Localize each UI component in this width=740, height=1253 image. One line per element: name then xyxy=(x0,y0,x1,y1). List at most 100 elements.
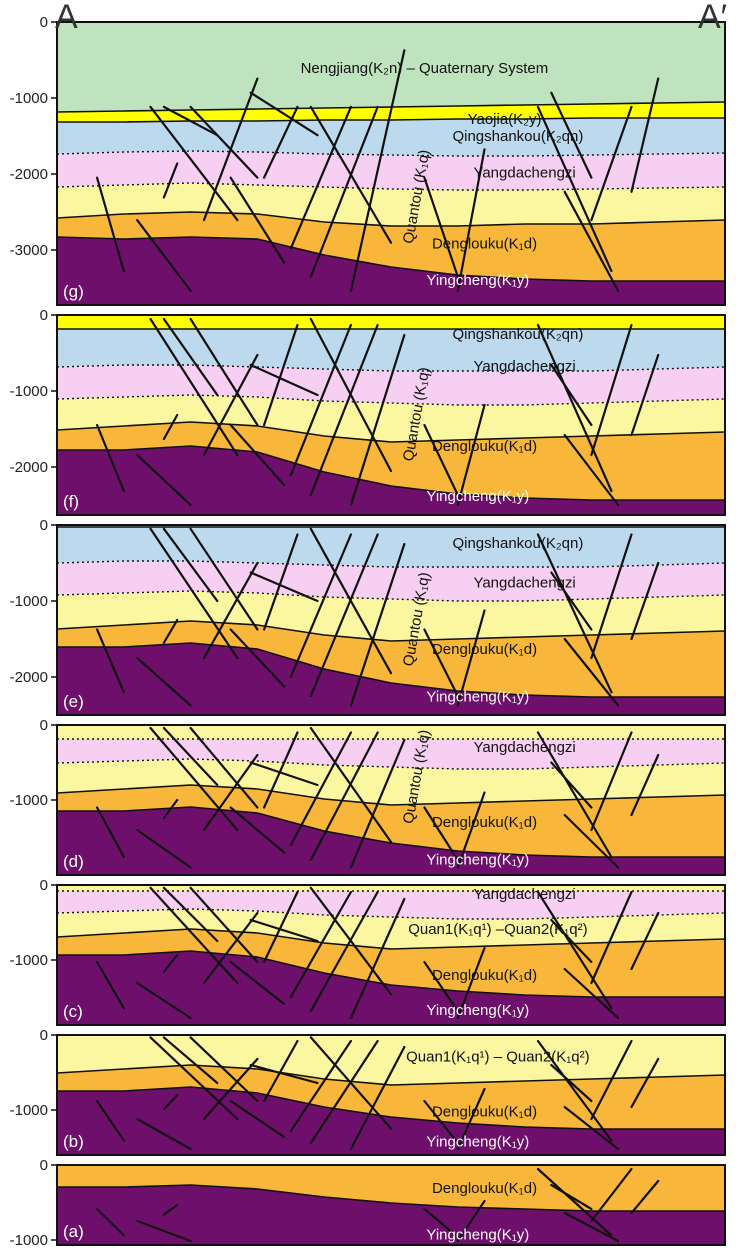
fault-line xyxy=(550,1063,593,1103)
fault-line xyxy=(563,433,620,507)
fault-line xyxy=(189,726,259,809)
fault-line xyxy=(309,1039,379,1145)
fault-line xyxy=(630,353,660,437)
fault-line xyxy=(536,323,613,493)
fault-line xyxy=(149,105,239,222)
layer-label-yangdachengzi: Yangdachengzi xyxy=(473,575,575,592)
layer-yangdachengzi xyxy=(57,151,725,190)
fault-line xyxy=(349,542,406,707)
fault-line xyxy=(289,890,353,999)
fault-line xyxy=(162,413,179,441)
layer-denglouku xyxy=(57,929,725,997)
fault-line xyxy=(249,1063,319,1085)
fault-line xyxy=(95,176,125,273)
fault-line xyxy=(590,731,633,832)
fault-line xyxy=(136,1219,192,1243)
panel-frame xyxy=(56,1164,726,1246)
fault-line xyxy=(95,1099,125,1142)
fault-line xyxy=(349,49,406,292)
denglouku-top-contact xyxy=(56,784,726,806)
fault-line xyxy=(136,453,192,507)
panel-frame xyxy=(56,21,726,306)
fault-line xyxy=(563,1211,620,1243)
fault-line xyxy=(630,753,660,817)
layer-yingcheng xyxy=(57,237,725,305)
fault-line xyxy=(563,637,620,707)
fault-line xyxy=(536,105,613,273)
fault-line xyxy=(262,533,299,631)
fault-line xyxy=(289,323,353,477)
layer-label-yangdachengzi: Yangdachengzi xyxy=(473,886,575,903)
depth-tick-label: -1000 xyxy=(10,593,48,610)
fault-line xyxy=(262,731,299,809)
yangdachengzi-base-contact xyxy=(56,758,726,770)
fault-line xyxy=(423,806,459,862)
fault-line xyxy=(162,726,219,787)
fault-line xyxy=(249,918,319,943)
fault-line xyxy=(202,1057,259,1121)
layer-label-denglouku: Denglouku(K₁d) xyxy=(432,814,537,831)
layer-quantou-upper xyxy=(57,885,725,891)
fault-line xyxy=(456,1087,486,1151)
fault-line xyxy=(423,960,459,1013)
layer-label-yangdachengzi: Yangdachengzi xyxy=(473,739,575,756)
fault-line xyxy=(630,911,660,971)
fault-line xyxy=(590,533,633,660)
layer-label-denglouku: Denglouku(K₁d) xyxy=(432,967,537,984)
fault-line xyxy=(162,618,179,644)
panel-label: (e) xyxy=(63,692,84,711)
fault-line xyxy=(309,731,379,862)
panel-g: 0 -1000 -2000 -3000 (g) Nengjiang(K₂n) – Quat… xyxy=(10,14,726,306)
fault-line xyxy=(456,946,486,1020)
layer-yingcheng xyxy=(57,807,725,875)
layer-label-yaojia: Yaojia(K₂y) xyxy=(468,111,542,128)
fault-line xyxy=(189,105,259,179)
denglouku-top-contact xyxy=(56,421,726,443)
fault-line xyxy=(536,533,613,694)
fault-line xyxy=(249,363,319,397)
fault-line xyxy=(229,176,286,264)
fault-line xyxy=(262,890,299,964)
yangdachengzi-top-contact xyxy=(56,560,726,568)
depth-tick-label: -2000 xyxy=(10,459,48,476)
fault-line xyxy=(249,91,319,137)
denglouku-top-contact xyxy=(56,928,726,950)
fault-line xyxy=(229,1099,286,1139)
fault-line xyxy=(349,897,406,1020)
layer-qingshankou xyxy=(57,118,725,156)
fault-line xyxy=(456,1199,486,1243)
fault-line xyxy=(536,731,613,859)
panel-frame xyxy=(56,1034,726,1156)
fault-line xyxy=(162,105,219,137)
fault-line xyxy=(136,828,192,869)
panel-label: (a) xyxy=(63,1222,84,1241)
layer-label-qingshankou: Qingshankou(K₂qn) xyxy=(452,326,583,343)
fault-line xyxy=(202,561,259,660)
panel-c: 0 -1000 (c) Yangdachengzi Quan1(K₁q¹) –Quan2… xyxy=(10,877,726,1026)
yangdachengzi-base-contact xyxy=(56,590,726,602)
panel-b: 0 -1000 (b) Quan1(K₁q¹) – Quan2(K₁q²) Denglo… xyxy=(10,1027,726,1156)
fault-line xyxy=(550,571,593,631)
fault-line xyxy=(202,753,259,832)
fault-line xyxy=(202,77,259,222)
fault-line xyxy=(349,1045,406,1151)
fault-line xyxy=(162,1036,219,1085)
fault-line xyxy=(590,1167,633,1223)
layer-qingshankou xyxy=(57,525,725,567)
layer-quantou-upper xyxy=(57,725,725,739)
panel-a: 0 -1000 (a) Denglouku(K₁d) Yingcheng(K₁y) xyxy=(10,1157,726,1249)
depth-tick-label: -1000 xyxy=(10,1102,48,1119)
layer-label-denglouku: Denglouku(K₁d) xyxy=(432,641,537,658)
fault-line xyxy=(590,323,633,457)
fault-line xyxy=(309,890,379,1013)
fault-line xyxy=(162,317,219,397)
fault-line xyxy=(563,813,620,869)
depth-tick-label: -3000 xyxy=(10,242,48,259)
denglouku-top-contact xyxy=(56,1064,726,1086)
fault-line xyxy=(136,219,192,292)
layer-yingcheng xyxy=(57,1185,725,1245)
fault-line xyxy=(189,1036,259,1103)
layer-denglouku xyxy=(57,1065,725,1129)
fault-line xyxy=(162,953,179,973)
fault-line xyxy=(162,886,219,943)
